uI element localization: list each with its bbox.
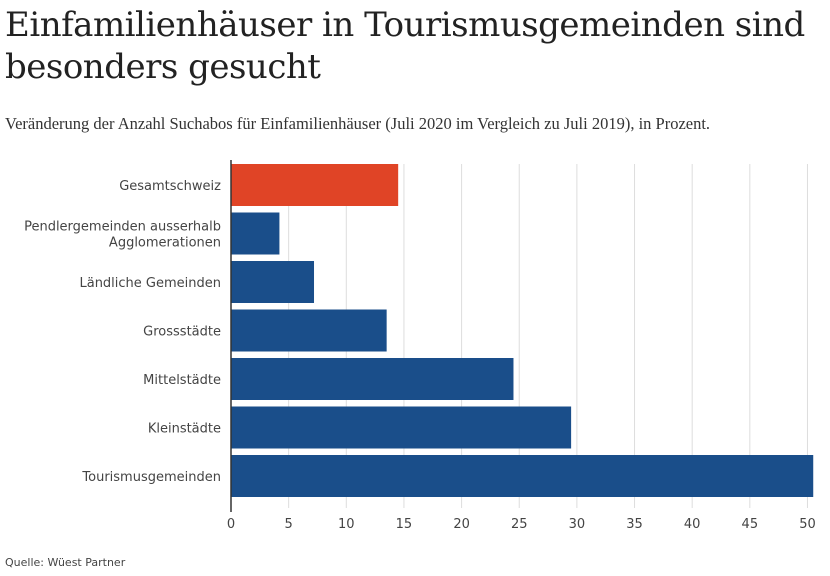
category-label: Ländliche Gemeinden xyxy=(79,276,221,291)
x-tick-label: 50 xyxy=(799,517,816,532)
bar xyxy=(231,455,814,497)
category-label-line: Ländliche Gemeinden xyxy=(79,276,221,291)
x-tick-label: 15 xyxy=(396,517,413,532)
x-tick-label: 30 xyxy=(569,517,586,532)
grid-lines xyxy=(288,164,808,508)
category-labels: Gesamtschweiz Pendlergemeinden ausserhalb… xyxy=(24,179,221,485)
bar xyxy=(231,309,387,352)
x-tick-label: 10 xyxy=(338,517,355,532)
category-label-line: Kleinstädte xyxy=(148,422,221,437)
category-label-line: Agglomerationen xyxy=(109,236,221,251)
x-tick-label: 25 xyxy=(511,517,528,532)
bar xyxy=(231,212,280,255)
category-label: Pendlergemeinden ausserhalb Agglomeration… xyxy=(24,220,221,251)
category-label-line: Mittelstädte xyxy=(143,373,221,388)
chart-title-line-1: Einfamilienhäuser in Tourismusgemeinden … xyxy=(5,5,805,45)
bar xyxy=(231,164,399,206)
x-tick-label: 40 xyxy=(684,517,701,532)
chart-title-line-2: besonders gesucht xyxy=(5,47,321,87)
category-label: Gesamtschweiz xyxy=(119,179,221,194)
category-label: Mittelstädte xyxy=(143,373,221,388)
category-label-line: Grossstädte xyxy=(143,325,221,340)
bars xyxy=(231,164,814,497)
bar xyxy=(231,261,315,303)
category-label: Grossstädte xyxy=(143,325,221,340)
category-label-line: Tourismusgemeinden xyxy=(81,470,221,485)
bar xyxy=(231,406,572,449)
bar-chart: Gesamtschweiz Pendlergemeinden ausserhalb… xyxy=(24,160,816,532)
category-label: Kleinstädte xyxy=(148,422,221,437)
category-label-line: Gesamtschweiz xyxy=(119,179,221,194)
category-label: Tourismusgemeinden xyxy=(81,470,221,485)
x-tick-label: 5 xyxy=(285,517,293,532)
chart-subtitle: Veränderung der Anzahl Suchabos für Einf… xyxy=(5,114,711,133)
x-tick-label: 0 xyxy=(227,517,235,532)
bar xyxy=(231,358,514,400)
x-tick-label: 20 xyxy=(453,517,470,532)
source-note: Quelle: Wüest Partner xyxy=(5,556,126,569)
x-axis-ticks: 0 5 10 15 20 25 30 35 40 45 50 xyxy=(227,517,816,532)
x-tick-label: 35 xyxy=(626,517,643,532)
chart-title: Einfamilienhäuser in Tourismusgemeinden … xyxy=(5,4,805,88)
x-tick-label: 45 xyxy=(742,517,759,532)
category-label-line: Pendlergemeinden ausserhalb xyxy=(24,220,221,235)
